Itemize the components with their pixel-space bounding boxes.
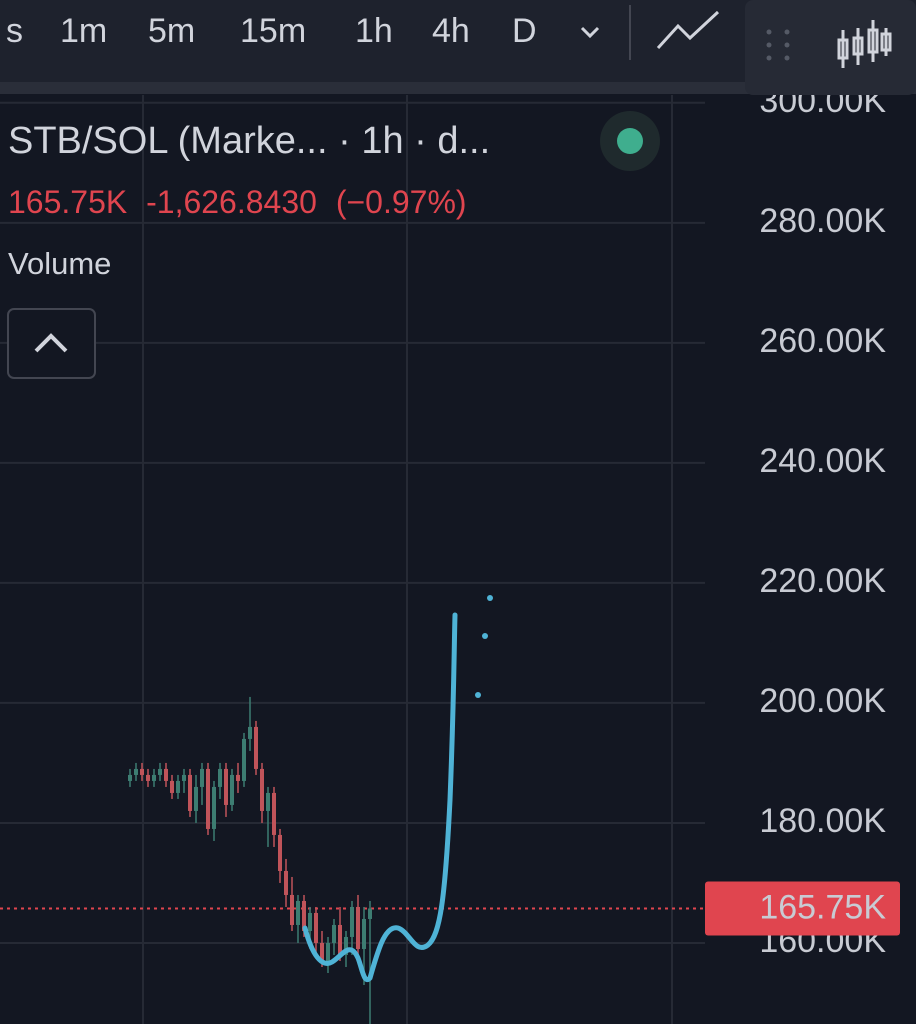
drawing-dot: [482, 633, 488, 639]
drawing-dot: [487, 595, 493, 601]
y-tick-label: 260.00K: [759, 322, 886, 360]
candle-body: [356, 906, 360, 949]
candle-body: [338, 924, 342, 955]
candle-body: [176, 780, 180, 793]
candle-body: [242, 738, 246, 781]
drawing-dot: [475, 692, 481, 698]
candles-button[interactable]: [837, 20, 892, 68]
candle-body: [236, 774, 240, 781]
interval-button[interactable]: 5m: [148, 12, 195, 50]
candle-body: [152, 774, 156, 781]
candle-body: [164, 768, 168, 781]
interval-button[interactable]: s: [6, 12, 23, 50]
candle-body: [272, 792, 276, 835]
candle-body: [278, 834, 282, 871]
candle-body: [182, 774, 186, 781]
candle-body: [200, 768, 204, 787]
candle-body: [206, 768, 210, 829]
last-price-box: [705, 881, 900, 936]
symbol-title[interactable]: STB/SOL (Marke... · 1h · d...: [8, 120, 490, 162]
candle-body: [254, 726, 258, 769]
candle-body: [350, 906, 354, 937]
y-tick-label: 280.00K: [759, 202, 886, 240]
toolbar-border: [0, 82, 916, 94]
interval-button[interactable]: D: [512, 12, 537, 50]
candle-body: [146, 774, 150, 781]
candle-body: [308, 912, 312, 931]
candle-body: [194, 786, 198, 811]
y-tick-label: 180.00K: [759, 802, 886, 840]
candle-body: [218, 768, 222, 787]
candle-body: [332, 924, 336, 943]
candle-body: [134, 768, 138, 775]
candle-body: [362, 918, 366, 949]
candle-body: [368, 908, 372, 919]
candle-body: [260, 768, 264, 811]
price: 165.75K: [8, 184, 127, 220]
candle-body: [326, 942, 330, 961]
collapse-button[interactable]: [7, 308, 96, 379]
candle-body: [344, 936, 348, 955]
change-pct: (−0.97%): [336, 184, 467, 220]
interval-button[interactable]: 1h: [355, 12, 393, 50]
y-tick-label: 240.00K: [759, 442, 886, 480]
interval-button[interactable]: 15m: [240, 12, 306, 50]
candle-body: [230, 774, 234, 805]
candle-body: [302, 900, 306, 931]
indicator-name: Volume: [8, 246, 111, 281]
candle-body: [266, 792, 270, 811]
drag-handle: [766, 29, 790, 61]
y-tick-label: 220.00K: [759, 562, 886, 600]
candle-body: [248, 726, 252, 739]
interval-bar: s 1m 5m 15m 1h 4h D: [6, 12, 537, 50]
candle-body: [284, 870, 288, 895]
candle-body: [296, 900, 300, 925]
candle-body: [158, 768, 162, 775]
interval-button[interactable]: 1m: [60, 12, 107, 50]
candle-body: [188, 774, 192, 811]
chevron-up: [34, 333, 68, 353]
more-intervals[interactable]: [580, 26, 600, 39]
last-price-label: 165.75K: [759, 888, 886, 926]
legend-price: 165.75K -1,626.8430 (−0.97%): [8, 184, 467, 220]
status-dot: [617, 128, 643, 154]
drawing-annotation: [302, 612, 458, 983]
candle-body: [320, 942, 324, 961]
candle-body: [170, 780, 174, 793]
candle-body: [128, 774, 132, 781]
line-chart-button[interactable]: [656, 10, 720, 50]
candle-body: [212, 786, 216, 829]
change: -1,626.8430: [146, 184, 317, 220]
interval-button[interactable]: 4h: [432, 12, 470, 50]
candle-body: [290, 894, 294, 925]
y-tick-label: 200.00K: [759, 682, 886, 720]
grid: [0, 101, 705, 944]
candle-body: [140, 768, 144, 775]
candle-body: [314, 912, 318, 943]
candles: [128, 696, 372, 1024]
candle-body: [224, 768, 228, 805]
price-axis: 160.00K180.00K200.00K220.00K240.00K260.0…: [705, 82, 900, 960]
